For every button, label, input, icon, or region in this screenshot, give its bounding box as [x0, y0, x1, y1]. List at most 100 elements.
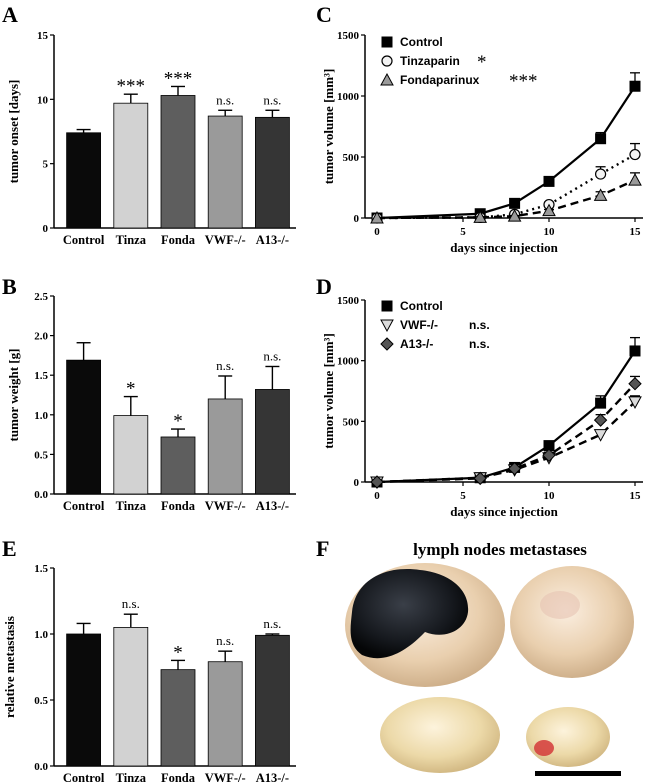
bar-tinza [113, 627, 149, 767]
marker-triangle-down [628, 396, 642, 409]
y-tick-label: 15 [37, 30, 49, 42]
line-chart-c: 0 500 1000 1500 0 5 10 15 tumor volume [mm³] days… [321, 30, 643, 255]
bar-vwf [207, 115, 243, 229]
marker-circle [594, 168, 607, 180]
marker-diamond [542, 448, 556, 463]
series-tinzaparin: Tinzaparin * [371, 52, 641, 224]
y-axis-label: relative metastasis [2, 616, 17, 718]
pink-spot [540, 591, 580, 619]
category-label: A13-/- [256, 233, 289, 247]
significance-label: n.s. [122, 596, 140, 611]
black-metastasis [350, 569, 469, 659]
category-label: Fonda [161, 233, 196, 247]
legend-label: VWF-/- [400, 318, 438, 332]
marker-diamond [628, 377, 642, 391]
panel-label-f: F [316, 536, 329, 561]
marker-diamond [507, 461, 522, 476]
marker-square [629, 345, 641, 357]
marker-diamond [370, 475, 384, 489]
bar-tinza [113, 415, 149, 495]
bar-chart-e: 0.0 0.5 1.0 1.5 relative metastasis Control n.… [2, 563, 296, 784]
significance-label: n.s. [263, 348, 281, 363]
category-label: A13-/- [256, 771, 289, 784]
y-tick-label: 0.5 [34, 449, 48, 461]
category-label: VWF-/- [205, 233, 246, 247]
y-tick-label: 500 [343, 416, 360, 428]
significance-label: * [126, 379, 136, 400]
panel-label-e: E [2, 536, 17, 561]
y-tick-label: 0 [354, 213, 360, 225]
y-tick-label: 1500 [337, 30, 360, 42]
series-line [376, 382, 636, 484]
x-tick-label: 10 [544, 226, 556, 238]
y-axis-label: tumor weight [g] [6, 349, 21, 442]
marker-triangle [370, 210, 384, 224]
y-tick-label: 0.5 [34, 695, 48, 707]
x-tick-label: 0 [374, 490, 380, 502]
y-tick-label: 5 [43, 159, 49, 171]
significance-label: *** [164, 68, 193, 89]
y-axis-label: tumor volume [mm³] [321, 333, 336, 449]
bar-tinza [113, 102, 149, 229]
bar-a13 [255, 116, 290, 229]
significance-label: *** [117, 76, 146, 97]
series-line [376, 350, 636, 484]
bar-a13 [255, 389, 290, 495]
significance-label: n.s. [263, 616, 281, 631]
category-label: VWF-/- [205, 499, 246, 513]
series-line [376, 85, 636, 220]
x-axis-label: days since injection [450, 504, 558, 519]
marker-triangle [507, 209, 522, 222]
legend-label: Tinzaparin [400, 54, 460, 68]
series-a13: A13-/- n.s. [370, 337, 642, 489]
x-axis-label: days since injection [450, 240, 558, 255]
y-tick-label: 2.0 [34, 331, 48, 343]
y-tick-label: 0 [354, 477, 360, 489]
series-control: Control [371, 35, 641, 224]
y-tick-label: 0.0 [34, 761, 48, 773]
marker-square [543, 175, 555, 187]
marker-circle [629, 148, 641, 161]
marker-square [595, 397, 607, 409]
panel-label-a: A [2, 2, 18, 27]
marker-diamond [473, 471, 487, 486]
category-label: Control [63, 499, 105, 513]
x-tick-label: 5 [460, 226, 466, 238]
bar-chart-a: 0 5 10 15 tumor onset [days] Control *** Tinza *… [6, 30, 296, 247]
bar-fonda [160, 95, 196, 229]
significance-label: n.s. [216, 92, 234, 107]
category-label: Control [63, 233, 105, 247]
photo-title: lymph nodes metastases [413, 540, 587, 559]
y-tick-label: 1000 [337, 356, 360, 368]
lymph-node-2 [510, 566, 634, 678]
bar-a13 [255, 634, 290, 767]
x-tick-label: 15 [630, 226, 642, 238]
category-label: Fonda [161, 771, 196, 784]
bar-control [66, 633, 101, 767]
y-tick-label: 1000 [337, 91, 360, 103]
bar-fonda [160, 669, 196, 767]
line-chart-d: 0 500 1000 1500 0 5 10 15 tumor volume [mm³] days… [321, 295, 643, 519]
y-tick-label: 500 [343, 152, 360, 164]
y-axis-label: tumor onset [days] [6, 80, 21, 184]
legend-label: Fondaparinux [400, 73, 480, 87]
series-fondaparinux: Fondaparinux *** [370, 71, 642, 224]
legend-significance: * [477, 52, 487, 73]
legend-label: A13-/- [400, 337, 433, 351]
legend-significance: n.s. [469, 318, 490, 332]
marker-square [629, 80, 641, 92]
category-label: Control [63, 771, 105, 784]
bar-chart-b: 0.0 0.5 1.0 1.5 2.0 2.5 tumor weight [g] Contro… [6, 291, 296, 513]
bar-control [66, 359, 101, 495]
significance-label: n.s. [216, 633, 234, 648]
legend-significance: n.s. [469, 337, 490, 351]
significance-label: n.s. [263, 92, 281, 107]
x-tick-label: 10 [544, 490, 556, 502]
marker-square [595, 133, 607, 145]
category-label: Tinza [116, 233, 147, 247]
marker-circle [381, 55, 393, 67]
significance-label: * [173, 411, 183, 432]
marker-triangle-down [380, 319, 394, 333]
marker-triangle-down [593, 429, 608, 442]
